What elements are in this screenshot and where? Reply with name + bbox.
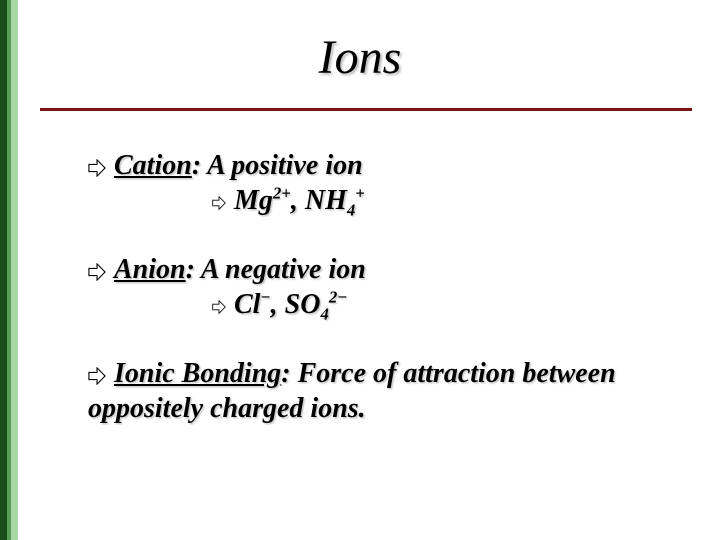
- arrow-bullet-icon: [212, 196, 226, 210]
- slide-title: Ions: [0, 30, 720, 85]
- term: Anion: [114, 254, 186, 285]
- item-definition-line: Ionic Bonding: Force of attraction betwe…: [88, 356, 680, 426]
- item-definition-line: Cation: A positive ion: [88, 148, 680, 183]
- definition-text: : A positive ion: [192, 150, 363, 181]
- definition-text: : A negative ion: [186, 254, 366, 285]
- item-examples-line: Mg2+, NH4+: [88, 183, 680, 218]
- term: Cation: [114, 150, 192, 181]
- body-item: Ionic Bonding: Force of attraction betwe…: [88, 356, 680, 426]
- item-definition-line: Anion: A negative ion: [88, 252, 680, 287]
- chemical-formula: NH4+: [305, 185, 365, 216]
- separator-text: ,: [291, 185, 305, 216]
- chemical-formula: Mg2+: [234, 185, 291, 216]
- arrow-bullet-icon: [212, 300, 226, 314]
- body-item: Cation: A positive ionMg2+, NH4+: [88, 148, 680, 218]
- separator-text: ,: [271, 289, 285, 320]
- slide-body: Cation: A positive ionMg2+, NH4+Anion: A…: [88, 148, 680, 460]
- term: Ionic Bonding: [114, 358, 281, 389]
- arrow-bullet-icon: [88, 159, 106, 177]
- arrow-bullet-icon: [88, 367, 106, 385]
- chemical-formula: Cl−: [234, 289, 271, 320]
- chemical-formula: SO42−: [285, 289, 348, 320]
- body-item: Anion: A negative ionCl−, SO42−: [88, 252, 680, 322]
- title-underline: [40, 108, 692, 111]
- item-examples-line: Cl−, SO42−: [88, 287, 680, 322]
- arrow-bullet-icon: [88, 263, 106, 281]
